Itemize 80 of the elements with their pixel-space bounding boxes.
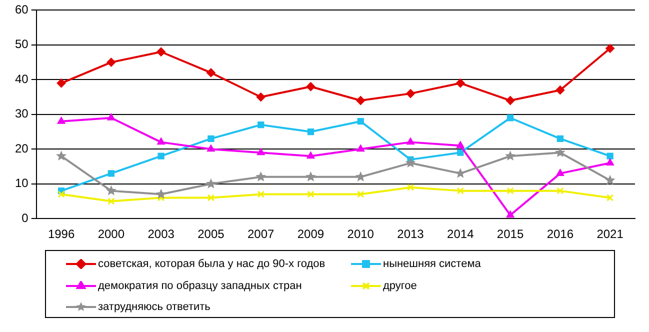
x-tick-label: 1996 [48, 227, 75, 242]
point [606, 158, 614, 166]
point [606, 44, 615, 53]
point [505, 150, 516, 161]
point [556, 168, 564, 176]
x-tick-label: 2005 [198, 227, 225, 242]
point [157, 194, 165, 202]
point [506, 187, 514, 194]
point [456, 141, 464, 148]
x-tick-label: 2010 [347, 227, 374, 242]
x-tick-label: 2003 [148, 227, 175, 242]
x-tick-label: 2016 [546, 227, 574, 242]
legend-label: другое [383, 280, 417, 292]
point [57, 116, 66, 124]
point [604, 174, 616, 185]
point [556, 86, 565, 95]
point [506, 210, 514, 218]
point [258, 121, 264, 128]
point [56, 150, 67, 161]
point [456, 78, 465, 88]
point [457, 149, 464, 156]
point [406, 138, 414, 145]
y-tick-label: 10 [14, 176, 29, 190]
point [556, 187, 564, 194]
legend-label: нынешняя система [383, 258, 481, 270]
point [156, 47, 166, 56]
point [456, 187, 464, 194]
point [107, 113, 116, 120]
point [206, 144, 215, 152]
point [306, 82, 316, 92]
point [256, 171, 266, 182]
point [256, 148, 265, 156]
point [108, 198, 115, 205]
x-tick-label: 2021 [596, 227, 624, 242]
point [506, 96, 515, 106]
x-tick-label: 2013 [397, 227, 424, 242]
point [206, 68, 216, 78]
legend-label: советская, которая была у нас до 90-х годов [98, 258, 326, 270]
point [207, 194, 215, 202]
x-tick-label: 2000 [98, 227, 125, 242]
point [506, 114, 514, 122]
point [158, 152, 164, 160]
y-tick-label: 0 [22, 210, 29, 225]
point [406, 184, 414, 191]
point [357, 118, 364, 125]
x-tick-label: 2007 [247, 227, 275, 242]
point [208, 135, 214, 142]
y-tick-label: 40 [14, 72, 29, 86]
point [56, 78, 66, 88]
point [405, 158, 416, 168]
legend-label: демократия по образцу западных стран [98, 280, 302, 292]
point [307, 128, 314, 136]
point [356, 144, 365, 152]
point [554, 147, 566, 158]
point [106, 185, 116, 196]
point [257, 190, 264, 198]
x-tick-label: 2015 [496, 227, 524, 242]
point [206, 178, 216, 188]
point [556, 135, 564, 142]
point [606, 152, 614, 160]
point [58, 190, 65, 198]
x-tick-label: 2009 [297, 227, 324, 242]
point [357, 190, 364, 198]
point [106, 58, 116, 67]
y-tick-label: 30 [14, 106, 29, 121]
point [307, 190, 314, 198]
point [157, 138, 166, 145]
y-tick-label: 20 [14, 141, 29, 156]
point [256, 92, 266, 102]
y-tick-label: 50 [14, 37, 29, 52]
legend-label: затрудняюсь ответить [98, 301, 210, 314]
point [306, 171, 316, 182]
x-tick-label: 2014 [447, 227, 474, 242]
point [606, 194, 614, 202]
y-tick-label: 60 [14, 2, 29, 17]
point [306, 152, 315, 159]
point [406, 89, 416, 98]
point [156, 188, 166, 199]
point [108, 170, 115, 177]
point [356, 96, 366, 106]
